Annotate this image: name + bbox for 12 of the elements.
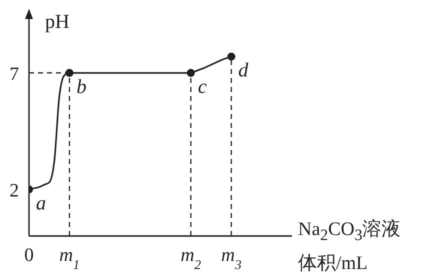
annotation: a: [36, 192, 46, 214]
y-axis-title: pH: [45, 11, 70, 33]
x-axis-title: Na$_{2}$CO$_{3}$溶液体积/mL: [298, 218, 402, 274]
annotation: d: [238, 60, 250, 82]
x-tick-label: m$_{1}$: [59, 245, 80, 272]
annotation: b: [76, 76, 86, 98]
x-tick-label: m$_{3}$: [221, 245, 242, 272]
y-tick-label: 2: [10, 180, 19, 202]
x-tick-label: m$_{2}$: [180, 245, 202, 272]
annotation: c: [198, 76, 207, 98]
x-tick-label: 0: [24, 245, 34, 266]
y-tick-label: 7: [10, 64, 19, 85]
